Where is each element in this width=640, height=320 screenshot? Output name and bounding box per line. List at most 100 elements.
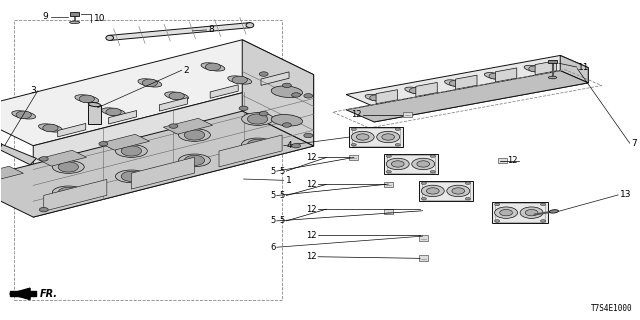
Polygon shape <box>376 90 397 104</box>
Polygon shape <box>374 68 588 122</box>
Circle shape <box>58 162 79 172</box>
Circle shape <box>304 94 313 98</box>
Circle shape <box>169 92 184 100</box>
Circle shape <box>356 134 369 140</box>
Text: 5: 5 <box>280 167 285 176</box>
Ellipse shape <box>106 35 113 40</box>
Circle shape <box>421 185 444 196</box>
Polygon shape <box>535 61 557 75</box>
Text: 7: 7 <box>631 139 637 148</box>
Ellipse shape <box>524 65 545 72</box>
Ellipse shape <box>115 170 147 183</box>
Polygon shape <box>219 135 282 167</box>
Circle shape <box>282 83 291 88</box>
Circle shape <box>387 155 392 157</box>
Circle shape <box>465 197 470 200</box>
Text: 11: 11 <box>578 62 589 72</box>
Bar <box>419 255 428 261</box>
Text: 5: 5 <box>270 191 275 200</box>
Polygon shape <box>37 150 86 166</box>
Ellipse shape <box>201 63 225 71</box>
Text: 10: 10 <box>94 14 106 23</box>
Circle shape <box>417 161 429 167</box>
Circle shape <box>449 80 461 86</box>
Circle shape <box>421 182 426 184</box>
Ellipse shape <box>484 73 505 80</box>
Bar <box>419 180 473 201</box>
Ellipse shape <box>405 87 426 94</box>
Circle shape <box>395 128 400 131</box>
Circle shape <box>292 143 301 148</box>
Circle shape <box>43 124 58 132</box>
Circle shape <box>169 124 178 128</box>
Text: FR.: FR. <box>40 289 58 299</box>
Ellipse shape <box>52 161 84 173</box>
Ellipse shape <box>75 95 99 103</box>
Circle shape <box>351 128 356 131</box>
Bar <box>384 181 393 187</box>
Polygon shape <box>163 118 212 134</box>
Circle shape <box>106 108 121 116</box>
Text: 12: 12 <box>307 180 317 188</box>
Circle shape <box>382 134 394 140</box>
Bar <box>384 154 438 174</box>
Circle shape <box>495 203 500 206</box>
Circle shape <box>495 220 500 222</box>
Bar <box>422 182 470 200</box>
Text: 5: 5 <box>270 167 275 176</box>
Polygon shape <box>495 68 516 82</box>
Text: 12: 12 <box>507 156 518 165</box>
Text: 9: 9 <box>42 12 48 21</box>
Circle shape <box>465 182 470 184</box>
Text: T7S4E1000: T7S4E1000 <box>591 304 632 313</box>
Circle shape <box>304 133 313 138</box>
Ellipse shape <box>102 108 125 116</box>
Polygon shape <box>346 55 588 107</box>
Ellipse shape <box>52 186 84 199</box>
Polygon shape <box>243 40 314 146</box>
Circle shape <box>412 158 435 170</box>
Circle shape <box>121 146 141 156</box>
Polygon shape <box>10 291 36 296</box>
Polygon shape <box>0 40 314 146</box>
Circle shape <box>247 114 268 124</box>
Text: 2: 2 <box>183 66 189 75</box>
Circle shape <box>247 139 268 149</box>
Polygon shape <box>10 288 30 300</box>
Polygon shape <box>261 72 289 85</box>
Bar <box>14 20 282 300</box>
Polygon shape <box>560 55 588 83</box>
Polygon shape <box>33 75 314 217</box>
Bar <box>419 236 428 241</box>
Text: 6: 6 <box>270 243 275 252</box>
Bar <box>499 158 508 164</box>
Text: 5: 5 <box>270 216 275 225</box>
Ellipse shape <box>228 76 252 84</box>
Bar <box>384 209 393 214</box>
Text: 8: 8 <box>209 25 214 35</box>
Circle shape <box>370 95 381 101</box>
Polygon shape <box>159 98 188 111</box>
Circle shape <box>426 188 439 194</box>
Polygon shape <box>109 23 250 40</box>
Polygon shape <box>210 85 238 98</box>
Circle shape <box>421 197 426 200</box>
Circle shape <box>495 207 518 218</box>
Circle shape <box>16 111 31 119</box>
Ellipse shape <box>115 145 147 157</box>
Ellipse shape <box>365 94 386 101</box>
Text: 12: 12 <box>307 231 317 240</box>
Bar <box>349 155 358 160</box>
Ellipse shape <box>242 113 273 125</box>
Ellipse shape <box>445 80 465 87</box>
Polygon shape <box>0 144 36 165</box>
Ellipse shape <box>179 154 211 167</box>
Ellipse shape <box>271 115 303 126</box>
Circle shape <box>540 220 545 222</box>
Circle shape <box>259 72 268 76</box>
Circle shape <box>142 79 157 87</box>
Circle shape <box>99 142 108 146</box>
Circle shape <box>39 157 48 161</box>
Polygon shape <box>346 71 588 122</box>
Polygon shape <box>0 166 24 182</box>
